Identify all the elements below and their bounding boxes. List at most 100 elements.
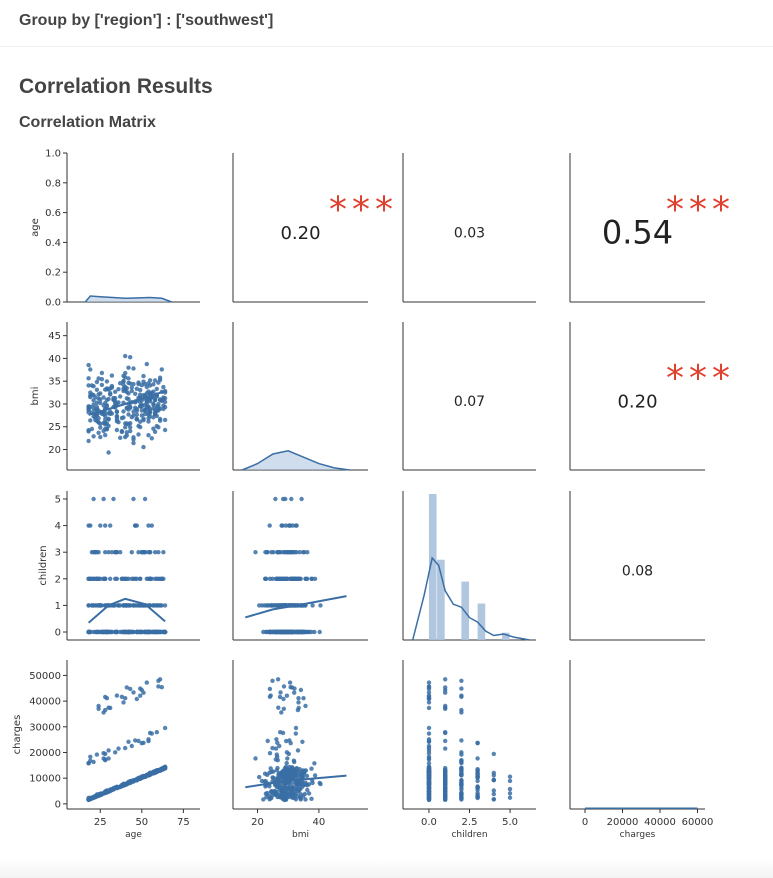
scatter-point: [138, 693, 143, 698]
scatter-point: [279, 710, 284, 715]
scatter-point: [275, 758, 280, 763]
scatter-point: [88, 754, 93, 759]
scatter-point: [426, 754, 432, 759]
scatter-point: [491, 797, 496, 802]
x-tick-label: 60000: [682, 817, 714, 828]
scatter-point: [426, 788, 432, 794]
scatter-point: [104, 379, 110, 384]
scatter-point: [128, 428, 133, 434]
corr-age-bmi: 0.20 ***: [280, 190, 393, 244]
scatter-point: [103, 758, 108, 763]
scatter-point: [426, 684, 432, 689]
scatter-point: [134, 386, 139, 391]
scatter-point: [274, 768, 280, 773]
scatter-point: [91, 434, 96, 439]
x-tick-label: 20: [251, 817, 264, 828]
scatter-point: [104, 421, 110, 426]
scatter-point: [141, 393, 146, 398]
x-tick-label: 0.0: [421, 817, 437, 828]
scatter-point: [287, 680, 293, 685]
significance-stars: ***: [666, 358, 735, 399]
corr-bmi-children: 0.07: [454, 394, 485, 410]
scatter-point: [269, 603, 274, 608]
scatter-point: [91, 402, 96, 407]
scatter-point: [443, 730, 448, 736]
scatter-point: [293, 523, 299, 528]
scatter-point: [275, 754, 280, 759]
scatter-point: [126, 380, 131, 386]
scatter-point: [146, 433, 151, 438]
scatter-point: [281, 696, 286, 702]
scatter-point: [269, 795, 274, 801]
panel-bmi-age: [66, 322, 200, 471]
scatter-point: [101, 496, 106, 502]
scatter-point: [277, 743, 282, 749]
scatter-point: [277, 694, 283, 700]
scatter-point: [94, 752, 100, 757]
scatter-point: [99, 411, 105, 416]
scatter-point: [138, 387, 143, 393]
corr-age-children: 0.03: [454, 225, 485, 241]
scatter-point: [86, 376, 91, 381]
panel-charges-charges: [569, 660, 705, 810]
y-tick-label: 45: [48, 331, 61, 342]
scatter-point: [475, 775, 480, 781]
scatter-point: [426, 770, 432, 775]
scatter-point: [269, 629, 274, 635]
scatter-point: [142, 550, 148, 555]
scatter-point: [139, 413, 144, 418]
scatter-point: [426, 705, 432, 711]
y-tick-label: 1.0: [45, 149, 61, 160]
scatter-point: [108, 391, 113, 396]
scatter-point: [263, 576, 269, 581]
scatter-point: [147, 550, 153, 555]
scatter-point: [293, 725, 299, 731]
scatter-point: [131, 496, 136, 502]
scatter-bmi-vs-age: [86, 353, 168, 455]
scatter-point: [146, 738, 151, 744]
scatter-point: [118, 603, 123, 608]
y-tick-label: 10000: [29, 774, 61, 785]
scatter-point: [103, 417, 108, 422]
scatter-point: [300, 739, 305, 744]
scatter-point: [280, 496, 286, 502]
x-tick-label: 20000: [607, 817, 639, 828]
scatter-point: [151, 603, 156, 608]
scatter-point: [96, 420, 101, 425]
scatter-point: [426, 767, 432, 772]
scatter-point: [96, 392, 101, 397]
scatter-point: [475, 767, 480, 772]
scatter-point: [111, 496, 116, 502]
scatter-point: [113, 629, 118, 635]
scatter-point: [114, 576, 120, 581]
panel-bmi-children: [402, 322, 536, 471]
corr-children-charges: 0.08: [622, 563, 653, 579]
scatter-point: [99, 629, 105, 635]
scatter-point: [426, 776, 432, 781]
scatter-point: [278, 690, 283, 695]
trend-line: [87, 597, 166, 624]
scatter-point: [114, 427, 120, 433]
scatter-point: [113, 750, 118, 755]
kde-line: [84, 295, 172, 303]
scatter-point: [284, 785, 289, 791]
scatter-point: [280, 576, 285, 581]
scatter-point: [103, 523, 108, 528]
scatter-point: [121, 603, 126, 608]
scatter-point: [459, 797, 464, 802]
scatter-point: [285, 756, 290, 761]
scatter-point: [507, 774, 513, 779]
scatter-point: [286, 770, 291, 776]
scatter-point: [426, 680, 432, 685]
scatter-point: [459, 768, 464, 773]
scatter-point: [124, 396, 129, 401]
scatter-point: [284, 750, 290, 755]
scatter-point: [276, 705, 281, 710]
scatter-point: [138, 576, 143, 581]
scatter-point: [141, 740, 146, 745]
scatter-point: [161, 550, 166, 555]
scatter-point: [309, 576, 315, 581]
y-tick-label: 4: [55, 521, 61, 532]
scatter-point: [136, 738, 141, 744]
group-by-header: Group by ['region'] : ['southwest']: [19, 12, 274, 29]
